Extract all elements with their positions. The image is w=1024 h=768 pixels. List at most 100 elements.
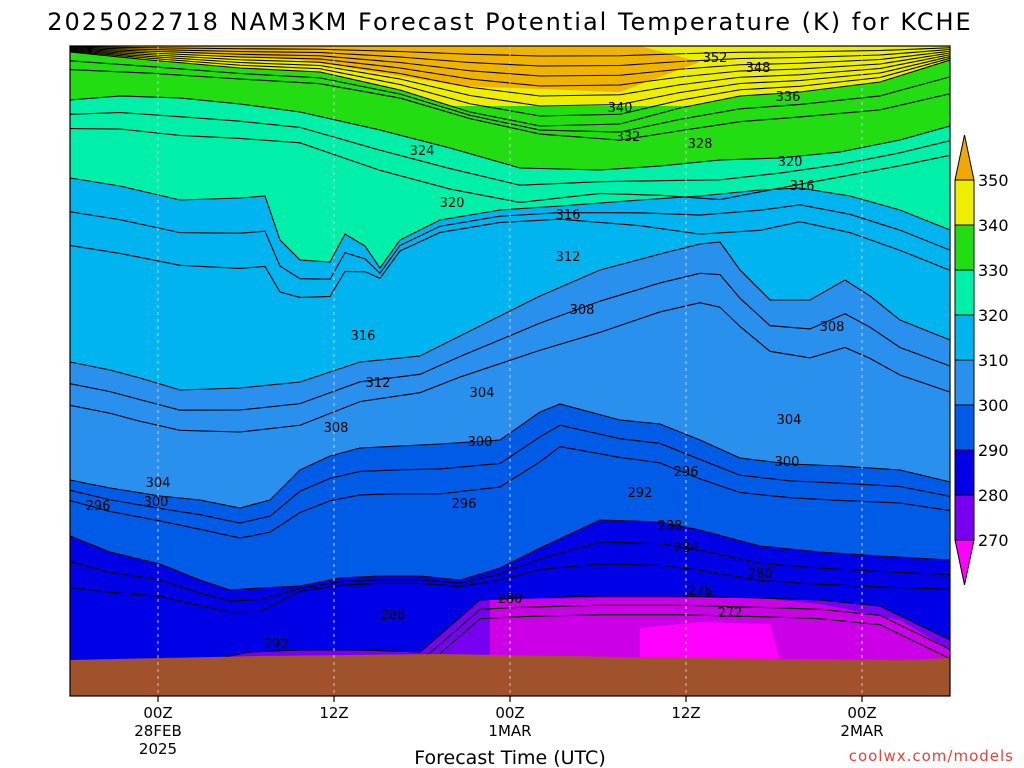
isentrope-line [70, 111, 950, 186]
colorbar-tick-label: 310 [978, 351, 1009, 370]
contour-label: 300 [468, 435, 493, 450]
colorbar-segment [954, 449, 975, 496]
x-tick-label: 00Z [143, 704, 172, 722]
contour-label: 328 [688, 137, 713, 152]
chart-title: 2025022718 NAM3KM Forecast Potential Tem… [47, 8, 972, 36]
contour-label: 280 [748, 567, 773, 582]
isentrope-line [70, 519, 950, 591]
x-tick-year: 2025 [139, 740, 177, 758]
contour-label: 300 [775, 455, 800, 470]
contour-label: 312 [366, 376, 391, 391]
isentrope-line [70, 60, 950, 133]
contour-label: 312 [556, 250, 581, 265]
isentrope-line [70, 403, 950, 509]
contour-label: 272 [718, 606, 743, 621]
isentrope-line [70, 95, 950, 171]
contour-label: 284 [674, 541, 699, 556]
contour-label: 296 [86, 499, 111, 514]
isentrope-line [70, 302, 950, 433]
contour-label: 316 [556, 208, 581, 223]
colorbar-segment [954, 314, 975, 361]
colorbar-legend: 350 340 330 320 310 300 290 280 270 [954, 134, 1009, 586]
contour-label: 280 [498, 592, 523, 607]
contour-label: 292 [264, 637, 289, 652]
isentrope-line [70, 46, 950, 57]
colorbar-segment [954, 359, 975, 406]
grid-lines [157, 46, 863, 696]
contour-label: 300 [144, 495, 169, 510]
contour-label: 348 [746, 61, 771, 76]
contour-label: 324 [410, 144, 435, 159]
isentrope-line [70, 46, 950, 67]
colorbar-top-arrow [954, 134, 975, 181]
colorbar-tick-label: 300 [978, 396, 1009, 415]
isentrope-line [70, 49, 950, 97]
x-tick-label: 12Z [319, 704, 348, 722]
band-350-plus [70, 46, 700, 92]
x-tick-label: 00Z [847, 704, 876, 722]
contour-label: 292 [628, 486, 653, 501]
band-below-270 [640, 622, 780, 660]
contour-label: 308 [570, 303, 595, 318]
contour-label: 304 [777, 413, 802, 428]
contour-label: 308 [324, 421, 349, 436]
contour-label: 340 [608, 101, 633, 116]
isentrope-line [70, 51, 950, 127]
x-tick-date: 28FEB [134, 722, 181, 740]
isentrope-line [70, 424, 950, 524]
contour-label: 332 [616, 130, 641, 145]
contour-labels: 352 348 340 336 332 328 324 320 320 316 316 312 308 3… [86, 51, 845, 652]
isentrope-line [70, 49, 950, 107]
isentrope-line [70, 563, 950, 613]
contour-label: 304 [146, 476, 171, 491]
terrain-fill [70, 654, 950, 696]
isentrope-line [70, 50, 950, 117]
contour-label: 352 [703, 51, 728, 66]
colorbar-tick-label: 270 [978, 531, 1009, 550]
colorbar-segment [954, 269, 975, 316]
isentrope-line [70, 241, 950, 391]
contour-label: 296 [674, 465, 699, 480]
colorbar-bottom-arrow [954, 539, 975, 586]
contour-label: 336 [776, 90, 801, 105]
colorbar-segment [954, 404, 975, 451]
colorbar-tick-label: 290 [978, 441, 1009, 460]
colorbar-tick-label: 330 [978, 261, 1009, 280]
contour-label: 296 [452, 497, 477, 512]
colorbar-tick-label: 320 [978, 306, 1009, 325]
contour-label: 288 [381, 608, 406, 623]
x-tick-date: 1MAR [488, 722, 531, 740]
isentrope-line [70, 69, 950, 141]
colorbar-tick-label: 350 [978, 171, 1009, 190]
isentrope-line [70, 272, 950, 411]
x-tick-label: 00Z [495, 704, 524, 722]
contour-label: 276 [688, 584, 713, 599]
contour-label: 308 [820, 320, 845, 335]
isentrope-line [70, 48, 950, 87]
colorbar-segment [954, 494, 975, 541]
colorbar-tick-label: 280 [978, 486, 1009, 505]
isentrope-line [70, 445, 950, 539]
contour-label: 316 [351, 329, 376, 344]
contour-label: 320 [440, 196, 465, 211]
isentrope-line [70, 47, 950, 77]
contour-label: 288 [658, 519, 683, 534]
isentrope-line [70, 204, 950, 280]
isentrope-line [70, 595, 950, 677]
credit-link[interactable]: coolwx.com/models [849, 747, 1014, 765]
ground-layer [70, 654, 950, 696]
contour-label: 304 [470, 386, 495, 401]
x-tick-date: 2MAR [840, 722, 883, 740]
isentrope-line [70, 541, 950, 602]
contour-label: 316 [790, 179, 815, 194]
x-axis-label: Forecast Time (UTC) [414, 747, 605, 768]
isentrope-contours [70, 46, 950, 696]
colorbar-segment [954, 224, 975, 271]
isentrope-line [70, 177, 950, 269]
isentrope-line [70, 128, 950, 204]
contour-label: 320 [778, 155, 803, 170]
colorbar-tick-label: 340 [978, 216, 1009, 235]
colorbar-segment [954, 179, 975, 226]
